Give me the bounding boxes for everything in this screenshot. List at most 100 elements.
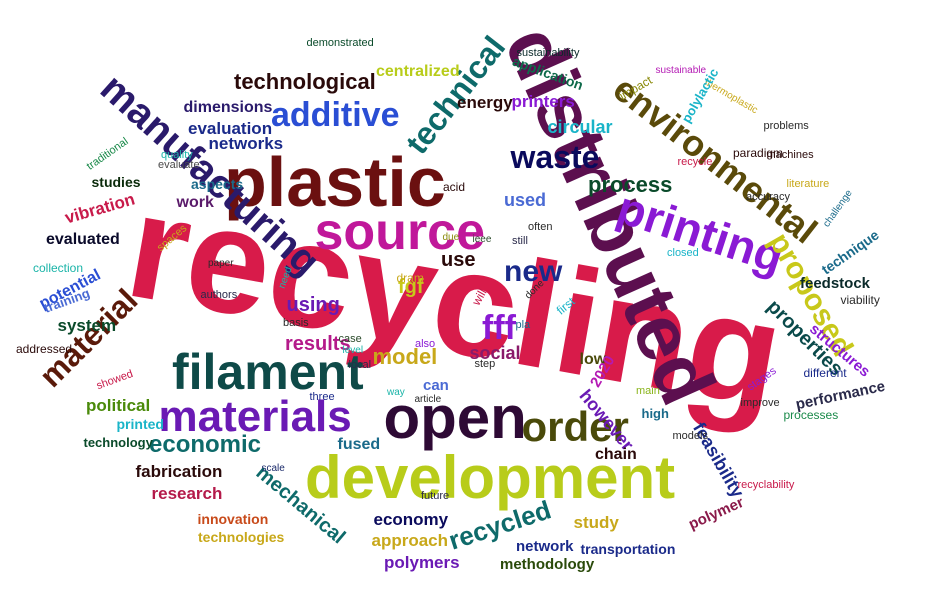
word-research: research xyxy=(151,483,223,503)
word-viability: viability xyxy=(840,293,880,307)
word-quality: quality xyxy=(161,148,193,161)
word-innovation: innovation xyxy=(197,511,269,527)
word-polymer: polymer xyxy=(686,493,747,533)
word-sustainability: sustainability xyxy=(516,46,580,59)
word-circular: circular xyxy=(547,117,613,137)
word-use: use xyxy=(441,249,476,271)
word-using: using xyxy=(286,294,340,316)
word-dimensions: dimensions xyxy=(183,99,273,116)
word-dram: dram xyxy=(396,271,424,285)
word-additive: additive xyxy=(271,96,400,134)
word-basis: basis xyxy=(283,316,309,329)
word-fgf: fgf xyxy=(398,276,424,298)
word-plastic: plastic xyxy=(224,143,446,221)
word-chain: chain xyxy=(595,446,637,463)
word-processes: processes xyxy=(783,408,839,422)
word-technologies: technologies xyxy=(198,529,285,545)
word-high: high xyxy=(641,405,669,421)
word-economy: economy xyxy=(373,509,449,529)
word-centralized: centralized xyxy=(376,63,460,80)
word-paradigm: paradigm xyxy=(733,146,784,160)
word-local: local xyxy=(348,358,372,371)
word-authors: authors xyxy=(200,288,238,301)
word-often: often xyxy=(528,220,553,233)
word-economic: economic xyxy=(149,431,262,458)
word-challenge: challenge xyxy=(820,188,855,230)
word-studies: studies xyxy=(91,174,141,190)
word-showed: showed xyxy=(94,367,135,392)
word-methodology: methodology xyxy=(500,555,595,573)
word-sustainable: sustainable xyxy=(655,65,707,76)
word-level: level xyxy=(342,345,364,356)
word-can: can xyxy=(423,376,449,394)
word-results: results xyxy=(285,333,351,355)
word-demonstrated: demonstrated xyxy=(306,36,374,49)
word-work: work xyxy=(176,194,214,211)
word-approach: approach xyxy=(371,530,449,550)
word-aspects: aspects xyxy=(191,176,244,192)
word-closed: closed xyxy=(667,246,699,259)
word-article: article xyxy=(414,394,442,405)
word-different: different xyxy=(803,366,847,380)
word-evaluated: evaluated xyxy=(46,231,120,248)
word-machines: machines xyxy=(766,148,814,161)
word-political: political xyxy=(86,395,151,415)
word-filament: filament xyxy=(172,344,364,400)
word-scale: scale xyxy=(261,463,285,474)
word-three: three xyxy=(309,390,335,403)
word-future: future xyxy=(421,489,450,502)
word-technological: technological xyxy=(234,69,376,94)
word-recyclability: recyclability xyxy=(737,478,795,491)
word-improve: improve xyxy=(740,396,780,409)
word-polymers: polymers xyxy=(384,552,460,572)
word-accuracy: accuracy xyxy=(746,190,791,203)
word-fused: fused xyxy=(337,436,381,453)
word-due: due xyxy=(442,232,460,243)
word-system: system xyxy=(57,315,117,335)
word-used: used xyxy=(504,190,547,210)
word-pla: pla xyxy=(515,318,531,331)
word-waste: waste xyxy=(510,139,600,175)
word-technology: technology xyxy=(83,434,153,450)
word-models: models xyxy=(672,429,708,442)
word-evaluate: evaluate xyxy=(158,158,200,171)
word-printers: printers xyxy=(511,91,575,111)
word-source: source xyxy=(314,203,486,261)
word-literature: literature xyxy=(786,177,830,190)
word-energy: energy xyxy=(457,92,513,112)
word-fabrication: fabrication xyxy=(135,461,223,481)
word-social: social xyxy=(469,343,521,363)
word-process: process xyxy=(588,172,673,197)
word-main: main xyxy=(636,384,660,397)
word-printed: printed xyxy=(116,416,164,432)
word-acid: acid xyxy=(443,180,466,194)
word-still: still xyxy=(512,234,528,247)
word-new: new xyxy=(504,255,563,288)
word-feedstock: feedstock xyxy=(800,274,871,292)
word-network: network xyxy=(516,537,574,555)
word-order: order xyxy=(521,403,629,450)
word-way: way xyxy=(387,387,405,398)
word-vibration: vibration xyxy=(62,188,138,228)
word-case: case xyxy=(338,332,362,345)
word-transportation: transportation xyxy=(580,541,676,557)
word-traditional: traditional xyxy=(84,134,131,173)
word-problems: problems xyxy=(763,119,809,132)
word-model: model xyxy=(372,344,438,369)
word-low: low xyxy=(579,351,607,368)
word-study: study xyxy=(573,512,619,532)
word-open: open xyxy=(383,384,527,451)
word-fff: fff xyxy=(482,309,516,347)
word-recycle: recycle xyxy=(677,155,713,168)
word-also: also xyxy=(415,337,436,350)
word-technique: technique xyxy=(818,226,882,278)
word-collection: collection xyxy=(33,261,84,275)
word-networks: networks xyxy=(208,133,284,153)
word-materials: materials xyxy=(158,392,352,441)
word-ieee: ieee xyxy=(472,234,492,245)
word-performance: performance xyxy=(793,377,887,413)
word-addressed: addressed xyxy=(16,342,73,356)
word-paper: paper xyxy=(208,258,234,269)
word-evaluation: evaluation xyxy=(188,118,273,138)
